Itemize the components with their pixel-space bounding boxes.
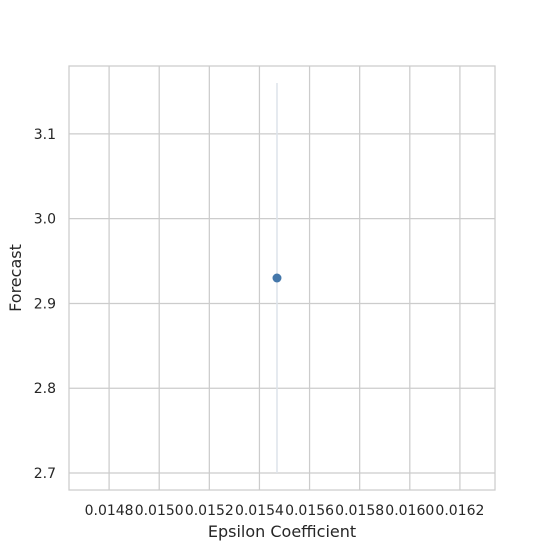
- y-tick-label: 2.7: [34, 466, 56, 482]
- x-axis-label: Epsilon Coefficient: [208, 522, 356, 541]
- plot-frame: [68, 65, 496, 491]
- y-axis-label: Forecast: [6, 244, 25, 312]
- y-tick-label: 2.9: [34, 296, 56, 312]
- x-tick-label: 0.0156: [285, 503, 334, 519]
- y-tick-label: 3.1: [34, 127, 56, 143]
- x-tick-label: 0.0162: [435, 503, 484, 519]
- y-tick-label: 2.8: [34, 381, 56, 397]
- x-tick-label: 0.0148: [85, 503, 134, 519]
- y-tick-label: 3.0: [34, 212, 56, 228]
- y-tick-labels: 2.7 2.8 2.9 3.0 3.1: [34, 127, 56, 482]
- x-tick-label: 0.0154: [235, 503, 284, 519]
- x-tick-label: 0.0152: [185, 503, 234, 519]
- data-point: [272, 273, 282, 283]
- x-tick-label: 0.0160: [385, 503, 434, 519]
- x-tick-labels: 0.0148 0.0150 0.0152 0.0154 0.0156 0.0158 0.01…: [85, 503, 485, 519]
- x-tick-label: 0.0158: [335, 503, 384, 519]
- data-points: [272, 82, 282, 474]
- x-tick-label: 0.0150: [135, 503, 184, 519]
- grid: [69, 66, 495, 490]
